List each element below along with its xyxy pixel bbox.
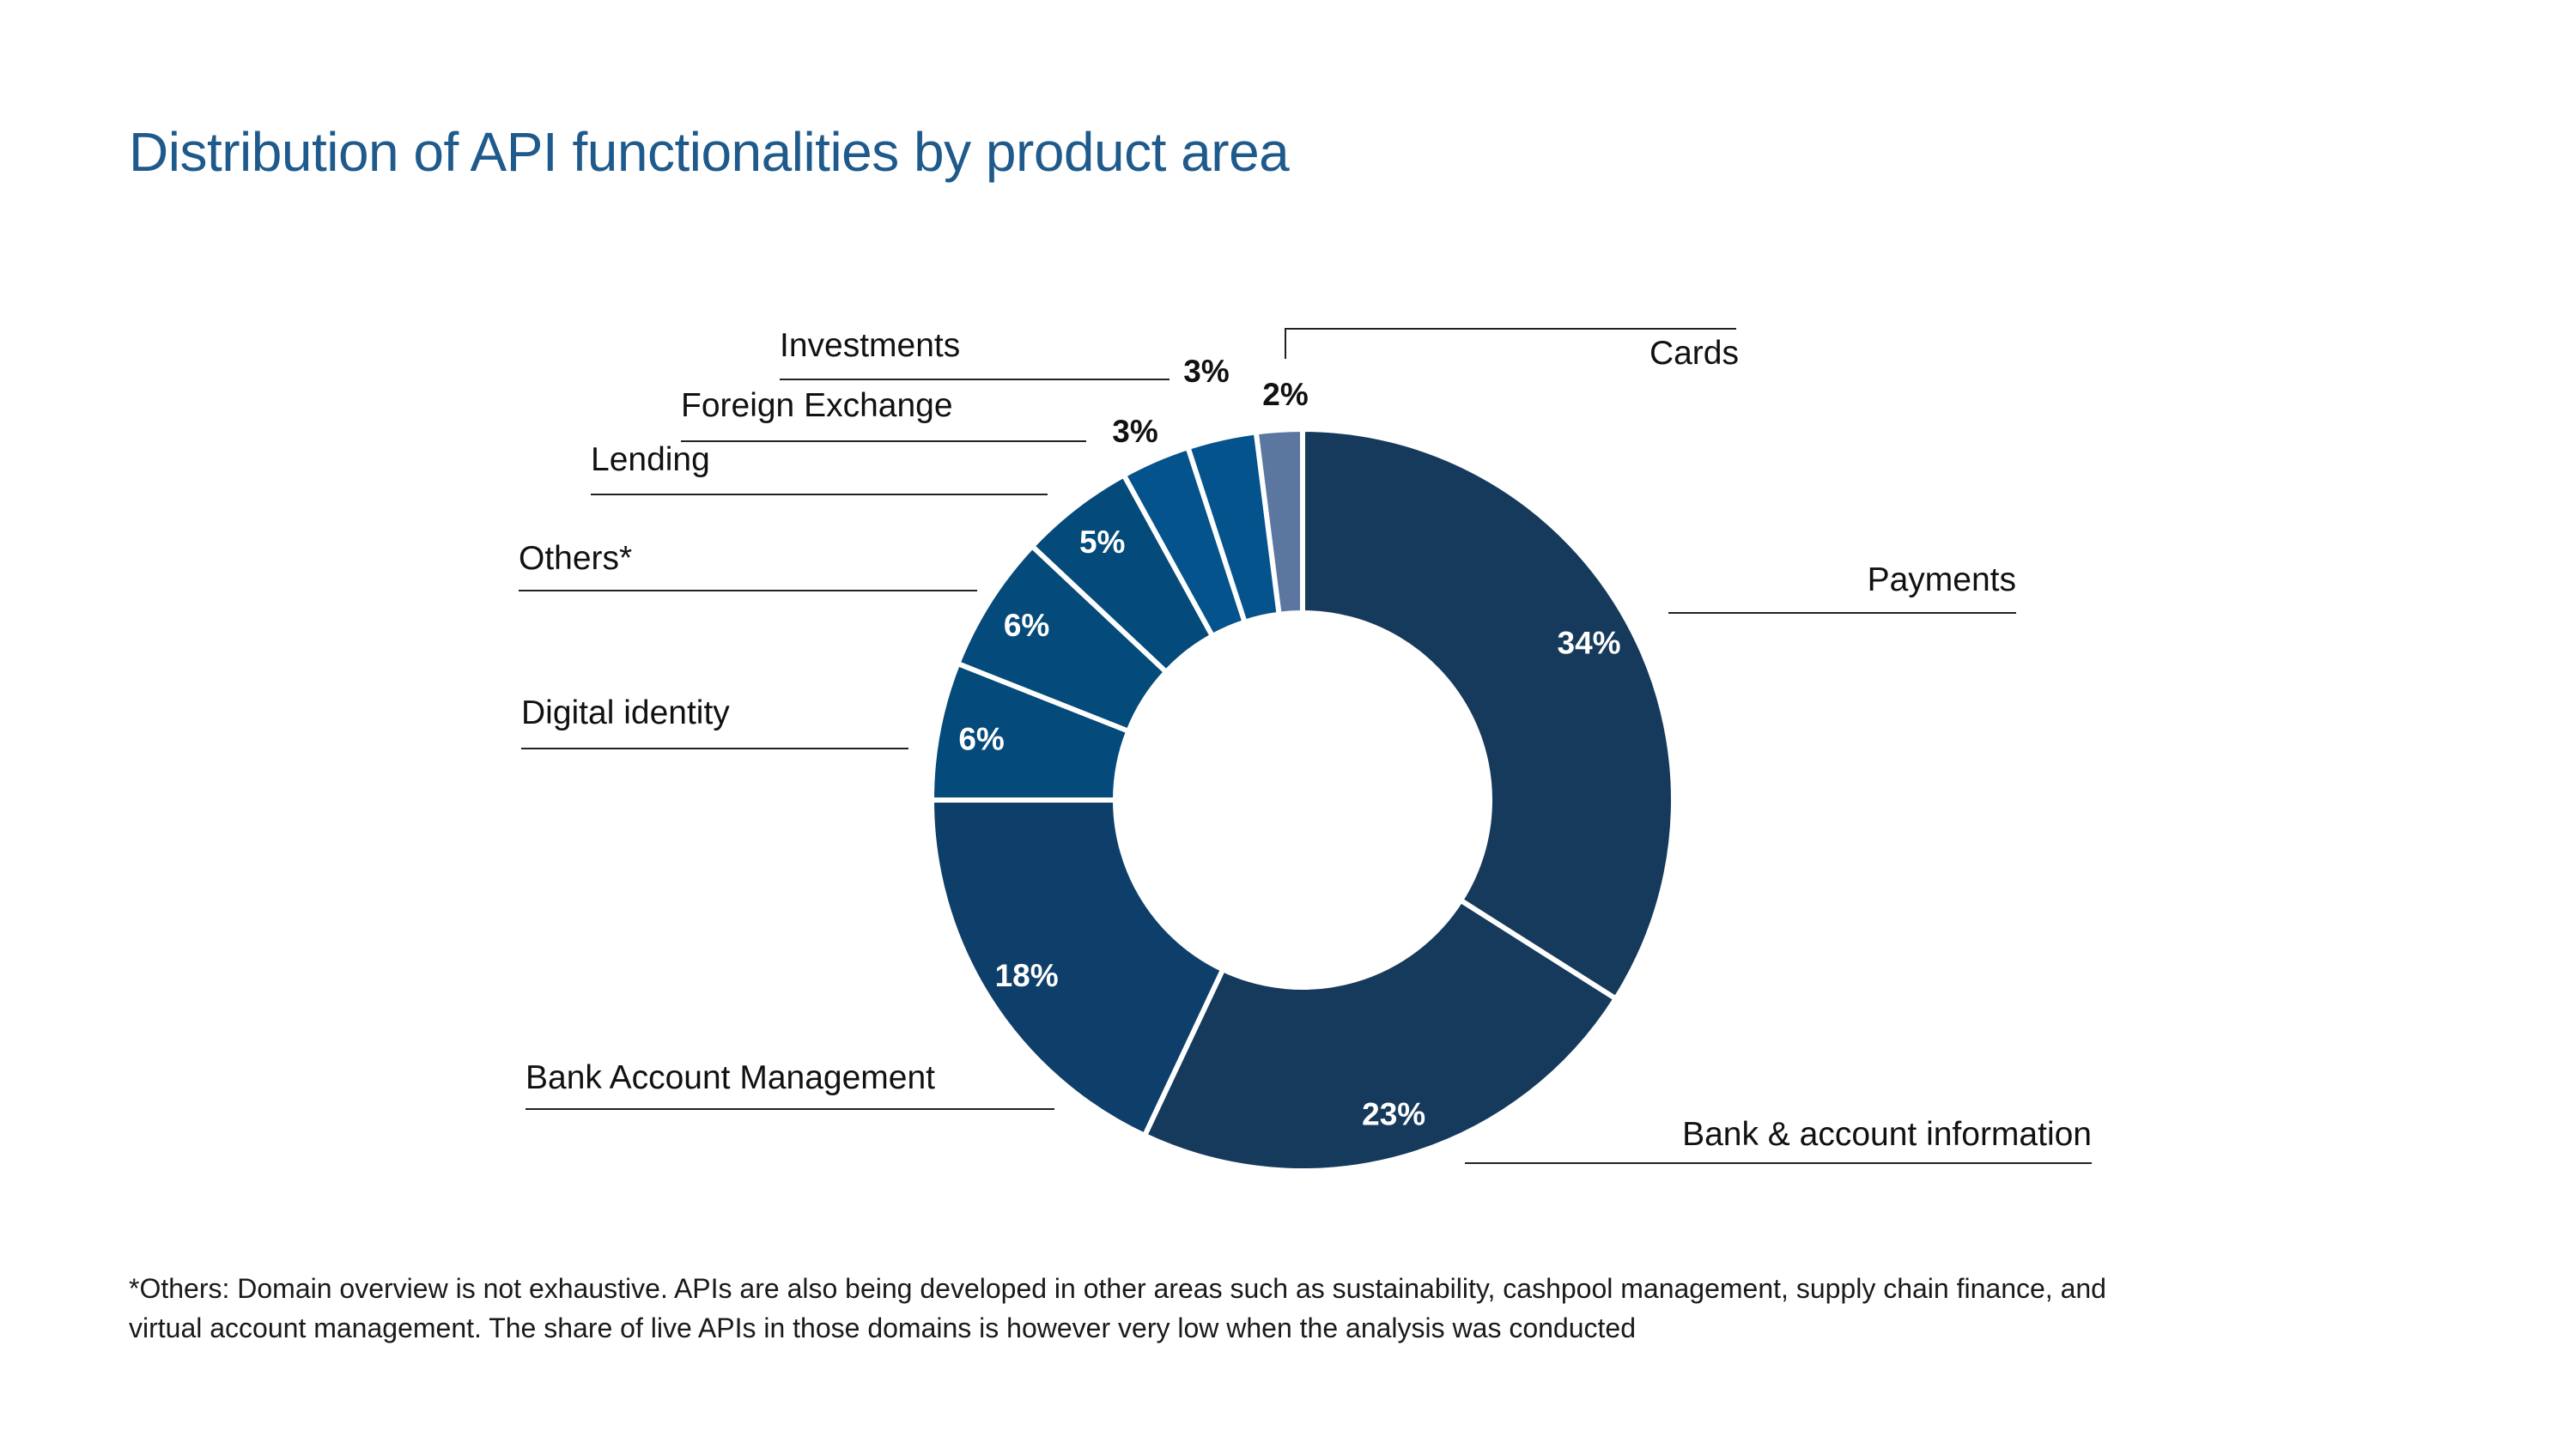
category-label-digital-identity: Digital identity xyxy=(521,694,730,731)
footnote: *Others: Domain overview is not exhausti… xyxy=(129,1269,2447,1348)
category-label-investments: Investments xyxy=(780,327,960,364)
pct-label-lending: 5% xyxy=(1079,524,1125,560)
leader-line-cards xyxy=(1285,328,1736,359)
pct-label-cards: 2% xyxy=(1262,377,1308,412)
slice-cards xyxy=(1253,426,1305,618)
pct-label-others: 6% xyxy=(1004,608,1049,643)
category-label-cards: Cards xyxy=(1649,335,1739,372)
category-label-others: Others* xyxy=(519,540,632,577)
chart-title: Distribution of API functionalities by p… xyxy=(129,121,1290,183)
slice-bank-account-management xyxy=(928,797,1227,1139)
slice-bank-account-information xyxy=(1141,896,1619,1173)
category-label-lending: Lending xyxy=(591,441,710,478)
pct-label-bank-account-management: 18% xyxy=(995,958,1059,993)
category-label-bank-account-information: Bank & account information xyxy=(1682,1116,2092,1153)
pct-label-investments: 3% xyxy=(1183,354,1229,389)
category-label-bank-account-management: Bank Account Management xyxy=(526,1059,935,1096)
slice-payments xyxy=(1300,426,1676,1003)
footnote-line-2: virtual account management. The share of… xyxy=(129,1313,1636,1343)
footnote-line-1: *Others: Domain overview is not exhausti… xyxy=(129,1273,2106,1304)
category-label-foreign-exchange: Foreign Exchange xyxy=(681,387,953,424)
pct-label-payments: 34% xyxy=(1558,626,1621,661)
pct-label-foreign-exchange: 3% xyxy=(1112,414,1157,449)
category-label-payments: Payments xyxy=(1868,561,2016,598)
pct-label-digital-identity: 6% xyxy=(958,722,1004,757)
pct-label-bank-account-information: 23% xyxy=(1362,1097,1425,1132)
